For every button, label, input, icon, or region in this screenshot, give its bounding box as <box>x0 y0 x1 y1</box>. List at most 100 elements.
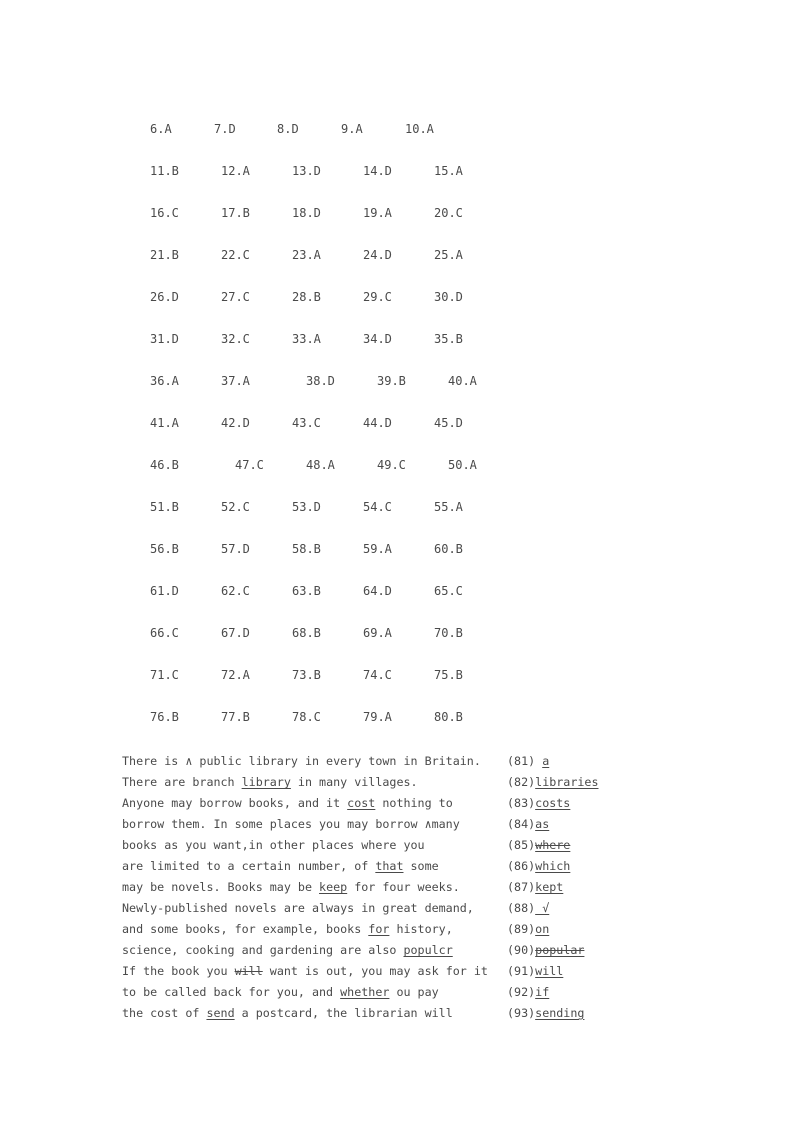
answer-item: 15.A <box>434 164 463 178</box>
answer-item: 50.A <box>448 458 477 472</box>
passage-line: There are branch library in many village… <box>122 775 418 789</box>
answer-item: 67.D <box>221 626 250 640</box>
item-number: (86) <box>507 859 536 873</box>
passage-line: Newly-published novels are always in gre… <box>122 901 474 915</box>
correction-word: on <box>535 922 550 936</box>
answer-item: 59.A <box>363 542 392 556</box>
answer-item: 56.B <box>150 542 179 556</box>
answer-item: 16.C <box>150 206 179 220</box>
passage-text: are limited to a certain number, of <box>122 859 376 873</box>
answer-item: 77.B <box>221 710 250 724</box>
passage-line: are limited to a certain number, of that… <box>122 859 439 873</box>
answer-item: 42.D <box>221 416 250 430</box>
passage-text: Newly-published novels are always in gre… <box>122 901 474 915</box>
answer-item: 38.D <box>306 374 335 388</box>
item-number: (89) <box>507 922 536 936</box>
correction-answer: (81) a <box>507 754 549 768</box>
answer-item: 71.C <box>150 668 179 682</box>
answer-item: 8.D <box>277 122 299 136</box>
passage-text: some <box>403 859 439 873</box>
answer-item: 61.D <box>150 584 179 598</box>
answer-item: 68.B <box>292 626 321 640</box>
correction-answer: (83)costs <box>507 796 570 810</box>
item-number: (84) <box>507 817 536 831</box>
answer-item: 7.D <box>214 122 236 136</box>
correction-word: sending <box>535 1006 585 1020</box>
answer-item: 6.A <box>150 122 172 136</box>
correction-word: if <box>535 985 550 999</box>
answer-item: 60.B <box>434 542 463 556</box>
marked-word: cost <box>347 796 376 810</box>
answer-item: 14.D <box>363 164 392 178</box>
item-number: (90) <box>507 943 536 957</box>
passage-text: There are branch <box>122 775 242 789</box>
passage-text: If the book you <box>122 964 235 978</box>
correction-word: where <box>535 838 571 852</box>
answer-item: 34.D <box>363 332 392 346</box>
answer-item: 47.C <box>235 458 264 472</box>
passage-line: may be novels. Books may be keep for fou… <box>122 880 460 894</box>
correction-answer: (88) √ <box>507 901 549 915</box>
answer-item: 55.A <box>434 500 463 514</box>
answer-item: 62.C <box>221 584 250 598</box>
answer-item: 35.B <box>434 332 463 346</box>
answer-item: 9.A <box>341 122 363 136</box>
answer-item: 43.C <box>292 416 321 430</box>
answer-item: 10.A <box>405 122 434 136</box>
correction-answer: (84)as <box>507 817 549 831</box>
item-number: (93) <box>507 1006 536 1020</box>
passage-text: science, cooking and gardening are also <box>122 943 404 957</box>
correction-word: which <box>535 859 571 873</box>
answer-item: 49.C <box>377 458 406 472</box>
answer-item: 29.C <box>363 290 392 304</box>
answer-item: 73.B <box>292 668 321 682</box>
correction-answer: (89)on <box>507 922 549 936</box>
passage-line: and some books, for example, books for h… <box>122 922 453 936</box>
passage-text: may be novels. Books may be <box>122 880 320 894</box>
correction-word: as <box>535 817 550 831</box>
passage-text: history, <box>389 922 453 936</box>
answer-item: 18.D <box>292 206 321 220</box>
answer-item: 11.B <box>150 164 179 178</box>
answer-item: 41.A <box>150 416 179 430</box>
correction-word: libraries <box>535 775 599 789</box>
passage-text: nothing to <box>375 796 453 810</box>
answer-item: 64.D <box>363 584 392 598</box>
answer-item: 25.A <box>434 248 463 262</box>
passage-text: in many villages. <box>290 775 418 789</box>
correction-answer: (86)which <box>507 859 570 873</box>
passage-text: borrow them. In some places you may borr… <box>122 817 460 831</box>
passage-line: science, cooking and gardening are also … <box>122 943 453 957</box>
answer-item: 40.A <box>448 374 477 388</box>
answer-item: 70.B <box>434 626 463 640</box>
answer-item: 39.B <box>377 374 406 388</box>
answer-item: 12.A <box>221 164 250 178</box>
item-number: (82) <box>507 775 536 789</box>
marked-word: whether <box>340 985 390 999</box>
correction-word: costs <box>535 796 571 810</box>
answer-item: 27.C <box>221 290 250 304</box>
marked-word: that <box>375 859 404 873</box>
answer-item: 74.C <box>363 668 392 682</box>
answer-item: 51.B <box>150 500 179 514</box>
correction-word: √ <box>535 901 550 915</box>
answer-item: 13.D <box>292 164 321 178</box>
marked-word: populcr <box>403 943 453 957</box>
correction-answer: (90)popular <box>507 943 584 957</box>
marked-word: send <box>206 1006 235 1020</box>
passage-text: There is ∧ public library in every town … <box>122 754 481 768</box>
answer-item: 58.B <box>292 542 321 556</box>
answer-item: 44.D <box>363 416 392 430</box>
passage-line: If the book you will want is out, you ma… <box>122 964 488 978</box>
correction-word: popular <box>535 943 585 957</box>
answer-item: 79.A <box>363 710 392 724</box>
item-number: (83) <box>507 796 536 810</box>
passage-text: a postcard, the librarian will <box>234 1006 453 1020</box>
passage-text: to be called back for you, and <box>122 985 341 999</box>
correction-answer: (92)if <box>507 985 549 999</box>
answer-item: 54.C <box>363 500 392 514</box>
correction-answer: (87)kept <box>507 880 563 894</box>
passage-text: Anyone may borrow books, and it <box>122 796 348 810</box>
answer-item: 69.A <box>363 626 392 640</box>
answer-item: 57.D <box>221 542 250 556</box>
